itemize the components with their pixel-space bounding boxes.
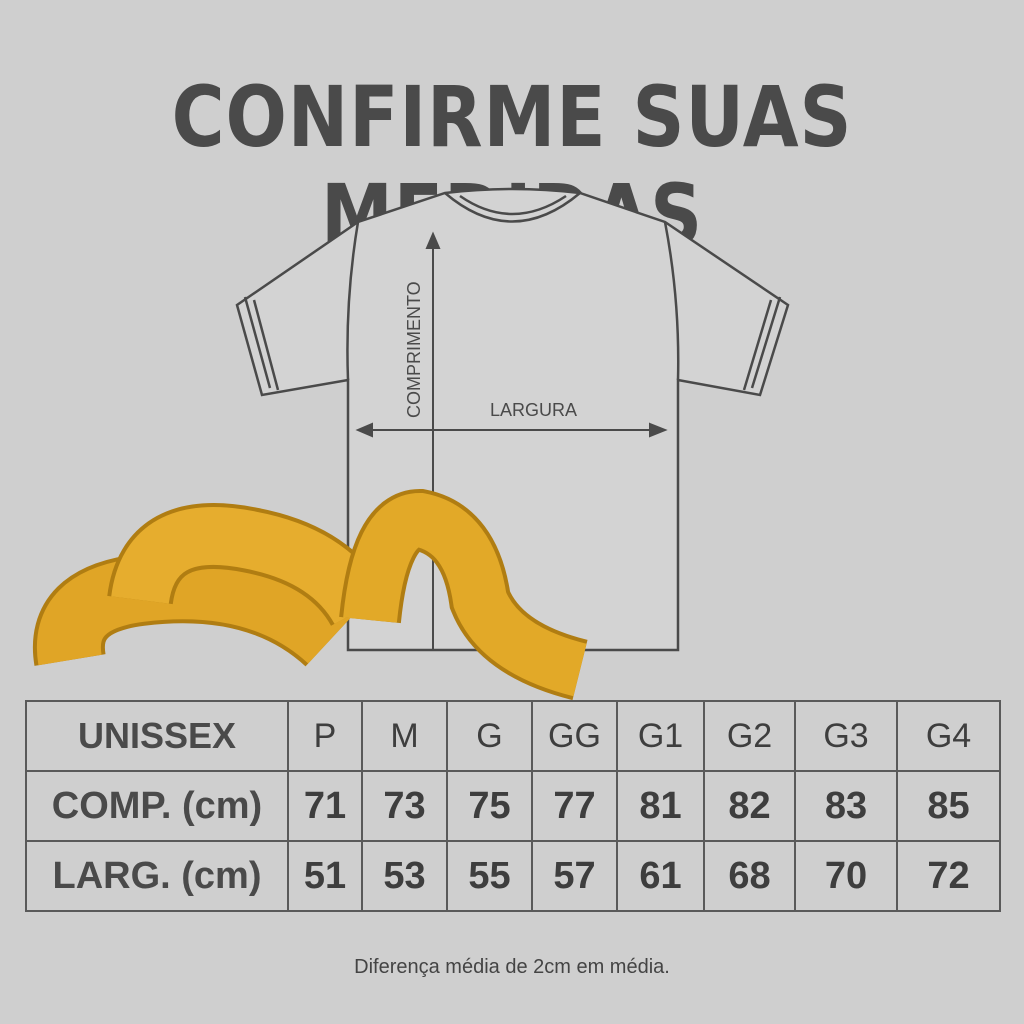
size-header: P: [287, 700, 363, 772]
table-header-row: UNISSEX P M G GG G1 G2 G3 G4: [25, 700, 1001, 772]
size-header: G2: [703, 700, 796, 772]
value-cell: 61: [616, 840, 705, 912]
table-row: LARG. (cm) 51 53 55 57 61 68 70 72: [25, 840, 1001, 912]
value-cell: 70: [794, 840, 898, 912]
value-cell: 71: [287, 770, 363, 842]
value-cell: 55: [446, 840, 533, 912]
width-label: LARGURA: [490, 400, 577, 420]
value-cell: 82: [703, 770, 796, 842]
value-cell: 81: [616, 770, 705, 842]
value-cell: 77: [531, 770, 618, 842]
footnote: Diferença média de 2cm em média.: [354, 956, 670, 978]
size-table: UNISSEX P M G GG G1 G2 G3 G4 COMP. (cm) …: [25, 700, 1001, 912]
value-cell: 68: [703, 840, 796, 912]
value-cell: 51: [287, 840, 363, 912]
size-header: G1: [616, 700, 705, 772]
value-cell: 57: [531, 840, 618, 912]
header-label: UNISSEX: [25, 700, 289, 772]
value-cell: 83: [794, 770, 898, 842]
value-cell: 53: [361, 840, 448, 912]
size-header: GG: [531, 700, 618, 772]
size-header: G4: [896, 700, 1001, 772]
table-row: COMP. (cm) 71 73 75 77 81 82 83 85: [25, 770, 1001, 842]
value-cell: 85: [896, 770, 1001, 842]
measure-arrows: [355, 231, 668, 650]
row-label: COMP. (cm): [25, 770, 289, 842]
size-header: G3: [794, 700, 898, 772]
row-label: LARG. (cm): [25, 840, 289, 912]
value-cell: 73: [361, 770, 448, 842]
size-header: M: [361, 700, 448, 772]
value-cell: 72: [896, 840, 1001, 912]
length-label: COMPRIMENTO: [404, 281, 424, 418]
size-header: G: [446, 700, 533, 772]
measuring-tape-image: [32, 488, 589, 701]
value-cell: 75: [446, 770, 533, 842]
